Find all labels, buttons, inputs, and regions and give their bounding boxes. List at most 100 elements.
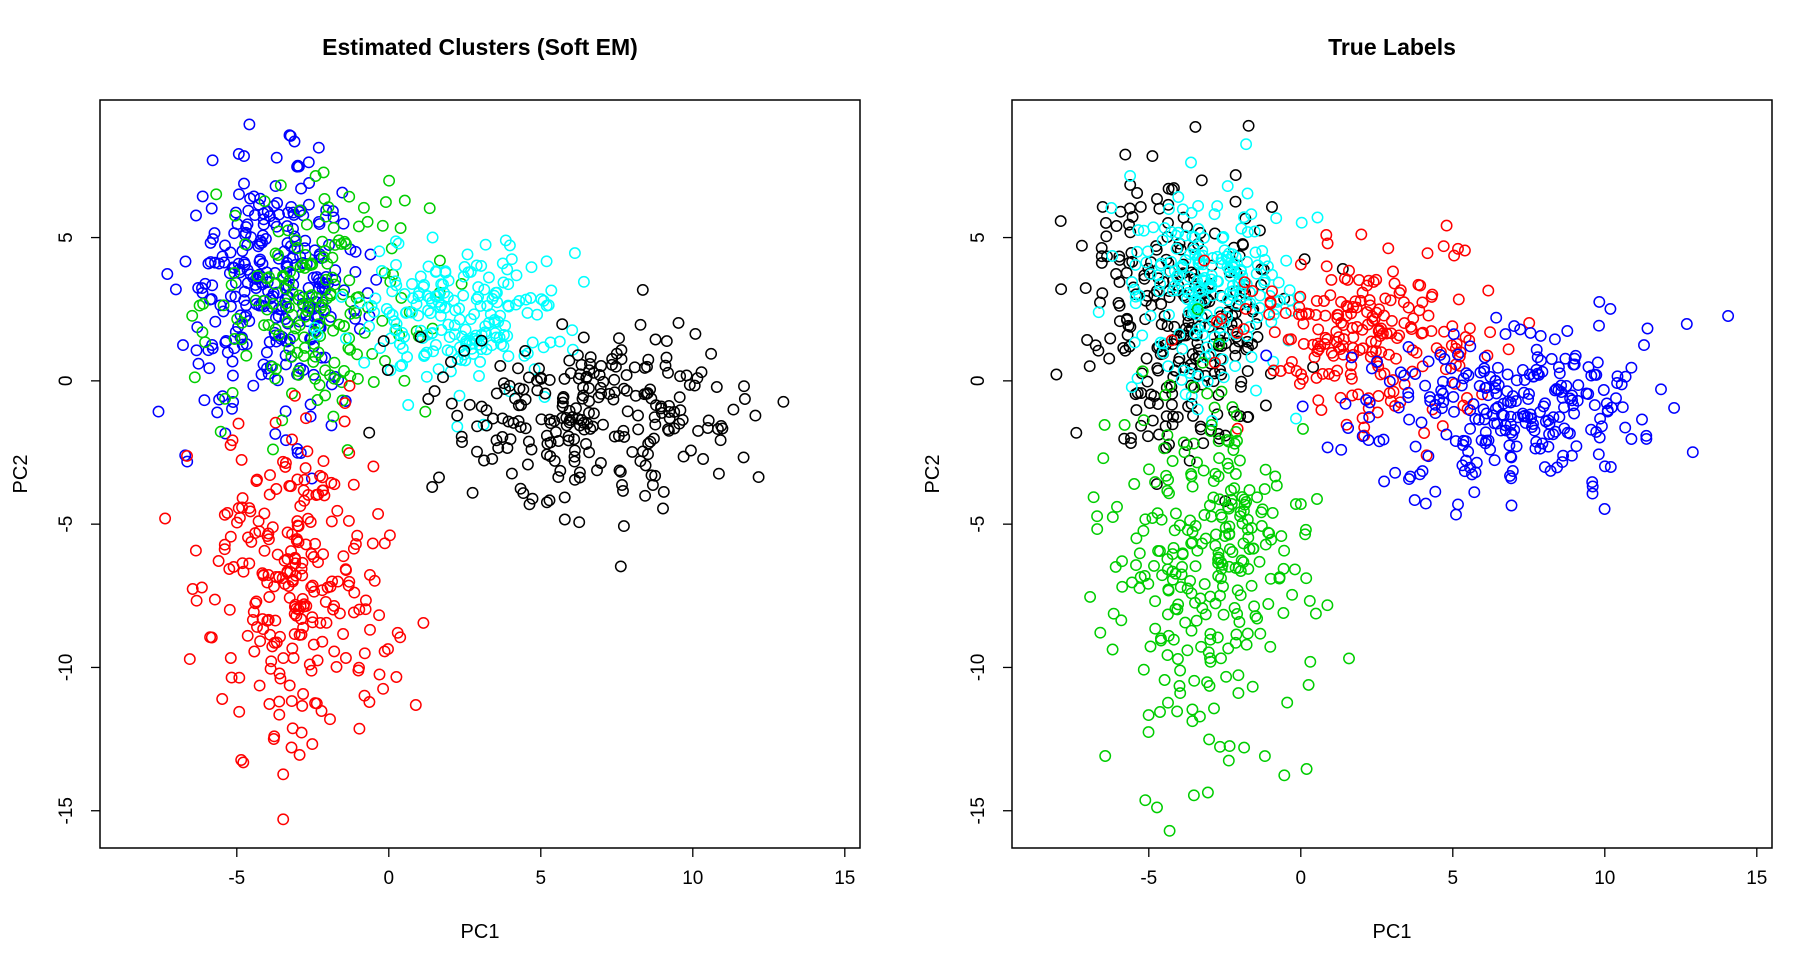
data-point	[1193, 710, 1206, 723]
data-point	[1083, 360, 1096, 373]
data-point	[521, 347, 534, 360]
data-point	[1128, 336, 1141, 349]
data-point	[455, 277, 468, 290]
data-point	[316, 471, 329, 484]
data-point	[1497, 397, 1510, 410]
data-point	[336, 394, 349, 407]
data-point	[1115, 614, 1128, 627]
data-point	[522, 371, 535, 384]
data-point	[1250, 267, 1263, 280]
data-point	[1216, 353, 1229, 366]
data-point	[1198, 509, 1211, 521]
data-point	[422, 393, 435, 405]
data-point	[1148, 559, 1160, 572]
data-point	[296, 699, 309, 712]
data-point	[576, 392, 589, 405]
data-point	[1345, 372, 1358, 385]
data-point	[320, 204, 333, 217]
data-point	[1182, 400, 1195, 413]
data-point	[1295, 216, 1308, 229]
data-point	[1523, 317, 1536, 329]
data-point	[1186, 703, 1199, 716]
data-point	[402, 399, 415, 411]
data-point	[297, 621, 310, 634]
data-point	[1171, 653, 1184, 665]
data-point	[279, 282, 292, 295]
data-point	[258, 294, 271, 307]
data-point	[1155, 513, 1168, 526]
data-point	[1323, 367, 1335, 380]
data-point	[268, 278, 281, 290]
data-point	[268, 580, 280, 593]
data-point	[1055, 283, 1068, 296]
data-point	[1496, 408, 1508, 421]
data-point	[291, 242, 304, 254]
data-point	[715, 419, 728, 432]
data-point	[1598, 503, 1611, 515]
data-point	[1119, 148, 1132, 161]
data-point	[597, 418, 609, 431]
data-point	[1311, 211, 1324, 224]
data-point	[1205, 510, 1218, 523]
data-point	[1213, 452, 1226, 465]
data-point	[198, 394, 211, 407]
data-point	[337, 550, 350, 563]
data-point	[295, 562, 308, 575]
data-point	[593, 369, 606, 381]
data-point	[1478, 362, 1491, 375]
data-point	[159, 512, 172, 525]
data-point	[317, 166, 330, 179]
data-point	[632, 409, 644, 422]
data-point	[1215, 652, 1227, 665]
data-point	[1302, 307, 1315, 320]
data-point	[366, 537, 379, 550]
data-point	[353, 661, 365, 674]
chart-title: True Labels	[1328, 34, 1456, 60]
data-point	[1189, 560, 1202, 573]
data-point	[1199, 320, 1211, 332]
data-point	[1113, 250, 1126, 263]
data-point	[1224, 286, 1237, 299]
data-point	[1592, 448, 1605, 461]
data-point	[1116, 580, 1129, 593]
data-point	[268, 199, 280, 212]
data-point	[303, 658, 316, 671]
data-point	[620, 369, 633, 382]
data-point	[1113, 276, 1126, 289]
data-point	[374, 342, 387, 355]
data-point	[1521, 411, 1534, 423]
data-point	[1256, 245, 1269, 257]
data-point	[264, 662, 277, 675]
data-point	[1097, 452, 1110, 465]
data-point	[1175, 568, 1188, 581]
data-point	[195, 581, 208, 594]
data-point	[1195, 640, 1208, 653]
data-point	[1142, 726, 1155, 739]
data-point	[427, 345, 440, 358]
data-point	[1402, 386, 1415, 399]
data-point	[1186, 480, 1199, 493]
data-point	[1181, 293, 1194, 305]
data-point	[1312, 323, 1325, 336]
data-point	[1437, 375, 1449, 388]
data-point	[327, 410, 340, 423]
data-point	[1362, 274, 1375, 287]
data-point	[540, 496, 553, 509]
data-point	[284, 480, 297, 493]
data-point	[192, 281, 205, 294]
x-axis: -5 0 5 10 15	[228, 848, 855, 889]
data-point	[519, 344, 532, 357]
data-point	[649, 333, 662, 346]
data-point	[1349, 295, 1362, 308]
data-point	[568, 247, 581, 260]
data-point	[1312, 394, 1325, 407]
data-point	[290, 534, 303, 547]
data-point	[1457, 434, 1470, 447]
data-point	[1240, 496, 1253, 508]
data-point	[1445, 362, 1457, 375]
data-point	[1179, 616, 1192, 629]
data-point	[1332, 309, 1345, 322]
data-point	[1237, 323, 1250, 336]
data-point	[563, 354, 576, 367]
